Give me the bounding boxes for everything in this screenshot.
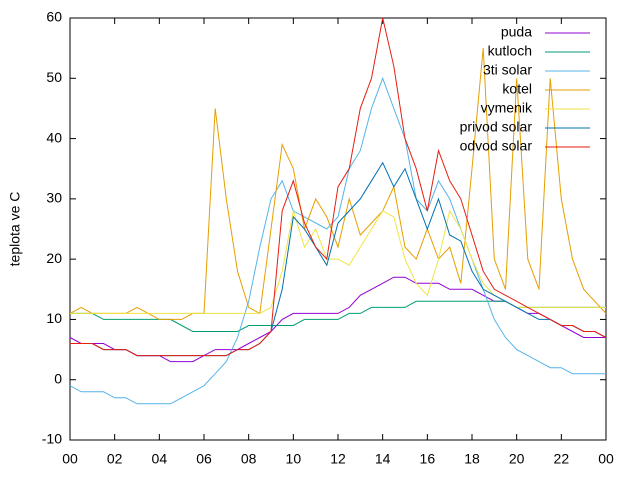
legend-label: 3ti solar <box>483 62 532 78</box>
x-tick-label: 16 <box>420 451 436 467</box>
series-line <box>69 48 607 320</box>
y-tick-label: 50 <box>46 69 62 85</box>
legend-label: puda <box>501 24 532 40</box>
y-tick-label: 60 <box>46 9 62 25</box>
x-tick-label: 06 <box>196 451 212 467</box>
y-tick-label: 30 <box>46 190 62 206</box>
legend-label: privod solar <box>460 119 533 135</box>
x-tick-label: 04 <box>152 451 168 467</box>
legend-label: vymenik <box>481 100 533 116</box>
y-tick-label: 10 <box>46 310 62 326</box>
x-tick-label: 18 <box>464 451 480 467</box>
x-tick-label: 02 <box>107 451 123 467</box>
legend-label: kotel <box>502 81 532 97</box>
series-line <box>69 76 606 405</box>
y-axis-label: teplota ve C <box>7 192 23 267</box>
x-tick-label: 10 <box>286 451 302 467</box>
x-tick-label: 00 <box>62 451 78 467</box>
x-tick-label: 14 <box>375 451 391 467</box>
legend-label: odvod solar <box>460 138 533 154</box>
x-tick-label: 00 <box>598 451 614 467</box>
x-tick-label: 12 <box>330 451 346 467</box>
y-tick-label: -10 <box>42 431 62 447</box>
x-tick-label: 08 <box>241 451 257 467</box>
y-tick-label: 20 <box>46 250 62 266</box>
legend-label: kutloch <box>488 43 532 59</box>
y-tick-label: 0 <box>54 370 62 386</box>
y-tick-label: 40 <box>46 129 62 145</box>
x-tick-label: 20 <box>509 451 525 467</box>
series-line <box>70 17 607 357</box>
x-tick-label: 22 <box>554 451 570 467</box>
